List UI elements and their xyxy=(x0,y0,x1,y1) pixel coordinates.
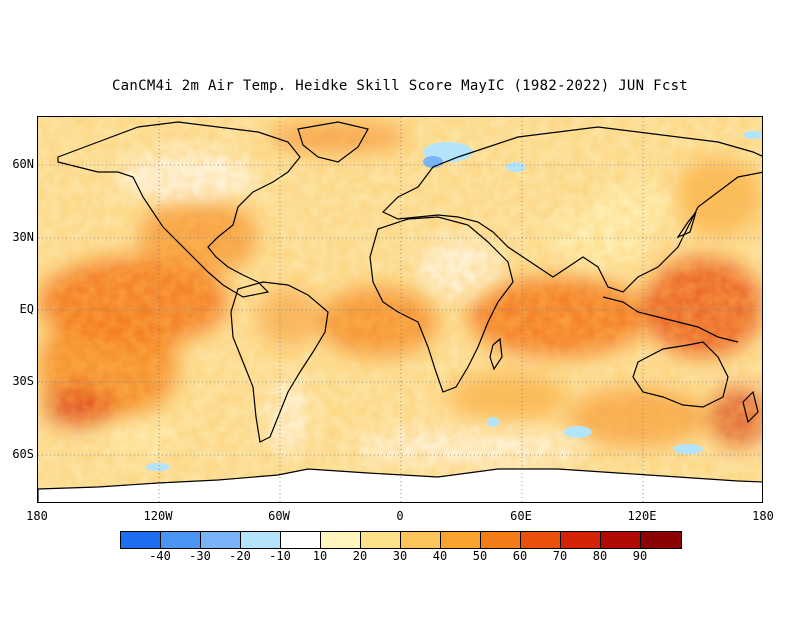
grid-lines xyxy=(38,117,762,502)
colorbar-cell xyxy=(201,532,241,548)
greenland-outline xyxy=(297,121,369,163)
y-tick-60s: 60S xyxy=(12,447,34,461)
colorbar-label: -10 xyxy=(269,549,291,563)
colorbar-cell xyxy=(521,532,561,548)
x-tick-120w: 120W xyxy=(143,509,173,523)
colorbar-label: -30 xyxy=(189,549,211,563)
x-tick-120e: 120E xyxy=(627,509,657,523)
map-title: CanCM4i 2m Air Temp. Heidke Skill Score … xyxy=(111,78,689,94)
colorbar-cell xyxy=(281,532,321,548)
colorbar-cell xyxy=(401,532,441,548)
colorbar-cell xyxy=(321,532,361,548)
colorbar-cell xyxy=(241,532,281,548)
negative-skill-patches xyxy=(146,131,762,471)
colorbar-cell xyxy=(121,532,161,548)
colorbar xyxy=(120,531,682,549)
colorbar-cell xyxy=(561,532,601,548)
colorbar-cell xyxy=(161,532,201,548)
coastlines xyxy=(57,121,762,443)
x-tick-180w: 180 xyxy=(26,509,48,523)
y-tick-30s: 30S xyxy=(12,374,34,388)
africa-outline xyxy=(369,216,514,393)
x-tick-60w: 60W xyxy=(268,509,290,523)
colorbar-label: -20 xyxy=(229,549,251,563)
north-america-outline xyxy=(57,121,301,298)
x-tick-60e: 60E xyxy=(510,509,532,523)
eurasia-outline xyxy=(381,126,762,293)
colorbar-label: 40 xyxy=(432,549,448,563)
colorbar-cell xyxy=(641,532,681,548)
japan-outline xyxy=(676,211,697,239)
x-tick-180e: 180 xyxy=(752,509,774,523)
colorbar-cell xyxy=(601,532,641,548)
south-america-outline xyxy=(230,281,329,443)
map-svg xyxy=(38,117,762,502)
colorbar-label: 50 xyxy=(472,549,488,563)
australia-outline xyxy=(632,341,729,408)
x-tick-0: 0 xyxy=(396,509,404,523)
colorbar-label: 30 xyxy=(392,549,408,563)
skill-score-map xyxy=(37,116,763,503)
colorbar-cell xyxy=(481,532,521,548)
colorbar-label: 20 xyxy=(352,549,368,563)
y-tick-eq: EQ xyxy=(19,302,34,316)
madagascar-outline xyxy=(489,337,503,371)
colorbar-label: 80 xyxy=(592,549,608,563)
y-tick-60n: 60N xyxy=(12,157,34,171)
colorbar-label: -40 xyxy=(149,549,171,563)
colorbar-cell xyxy=(361,532,401,548)
colorbar-label: 70 xyxy=(552,549,568,563)
colorbar-label: 10 xyxy=(312,549,328,563)
islands-outline xyxy=(602,296,739,343)
new-zealand-outline xyxy=(742,390,759,424)
colorbar-label: 60 xyxy=(512,549,528,563)
colorbar-label: 90 xyxy=(632,549,648,563)
antarctica-outline xyxy=(38,468,762,502)
colorbar-cell xyxy=(441,532,481,548)
y-tick-30n: 30N xyxy=(12,230,34,244)
